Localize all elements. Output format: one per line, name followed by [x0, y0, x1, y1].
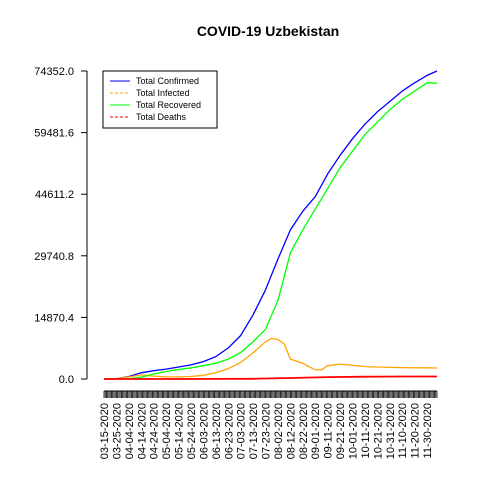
x-tick-label: 05-04-2020 — [161, 403, 173, 459]
legend-label: Total Recovered — [136, 100, 201, 110]
x-tick-label: 06-03-2020 — [198, 403, 210, 459]
x-tick-label: 04-24-2020 — [149, 403, 161, 459]
x-tick-label: 03-25-2020 — [111, 403, 123, 459]
x-tick-label: 06-23-2020 — [223, 403, 235, 459]
series-line-total-confirmed — [103, 70, 438, 380]
x-tick-label: 07-13-2020 — [248, 403, 260, 459]
legend-label: Total Infected — [136, 88, 190, 98]
x-tick-label: 05-24-2020 — [186, 403, 198, 459]
y-axis: 0.0 14870.4 29740.8 44611.2 59481.6 74352.0 — [34, 66, 88, 386]
series-layer — [103, 70, 438, 380]
x-tick-label: 04-04-2020 — [124, 403, 136, 459]
x-tick-label: 08-02-2020 — [273, 403, 285, 459]
x-tick-label: 08-12-2020 — [285, 403, 297, 459]
x-tick-label: 05-14-2020 — [174, 403, 186, 459]
x-tick-label: 11-30-2020 — [422, 403, 434, 458]
y-tick-label: 44611.2 — [35, 189, 74, 201]
legend-box — [102, 70, 218, 129]
series-line-total-deaths — [104, 375, 437, 380]
x-tick-label: 07-03-2020 — [236, 403, 248, 459]
x-axis: 03-15-2020 03-25-2020 04-04-2020 04-14-2020… — [99, 390, 438, 459]
x-tick-label: 10-21-2020 — [372, 403, 384, 459]
y-tick-label: 0.0 — [59, 374, 74, 386]
chart-title: COVID-19 Uzbekistan — [197, 23, 339, 39]
legend: Total Confirmed Total Infected Total Recov… — [102, 70, 218, 129]
x-tick-label: 04-14-2020 — [136, 403, 148, 459]
x-tick-label: 09-21-2020 — [335, 403, 347, 459]
y-tick-label: 29740.8 — [34, 251, 74, 263]
y-tick-label: 74352.0 — [34, 66, 74, 78]
x-tick-label: 11-10-2020 — [397, 403, 409, 458]
x-tick-label: 03-15-2020 — [99, 403, 111, 459]
x-tick-label: 08-22-2020 — [298, 403, 310, 459]
series-line-total-infected — [103, 337, 438, 380]
legend-label: Total Deaths — [136, 112, 187, 122]
y-tick-label: 14870.4 — [34, 312, 74, 324]
y-tick-label: 59481.6 — [34, 128, 74, 140]
x-tick-label: 09-11-2020 — [323, 403, 335, 458]
x-tick-label: 09-01-2020 — [310, 403, 322, 459]
x-tick-label: 07-23-2020 — [261, 403, 273, 459]
x-tick-label: 10-01-2020 — [348, 403, 360, 459]
x-tick-label: 10-31-2020 — [385, 403, 397, 459]
legend-label: Total Confirmed — [136, 76, 199, 86]
x-tick-label: 06-13-2020 — [211, 403, 223, 459]
x-tick-label: 11-20-2020 — [410, 403, 422, 458]
x-tick-label: 10-11-2020 — [360, 403, 372, 458]
series-line-total-recovered — [104, 82, 438, 380]
